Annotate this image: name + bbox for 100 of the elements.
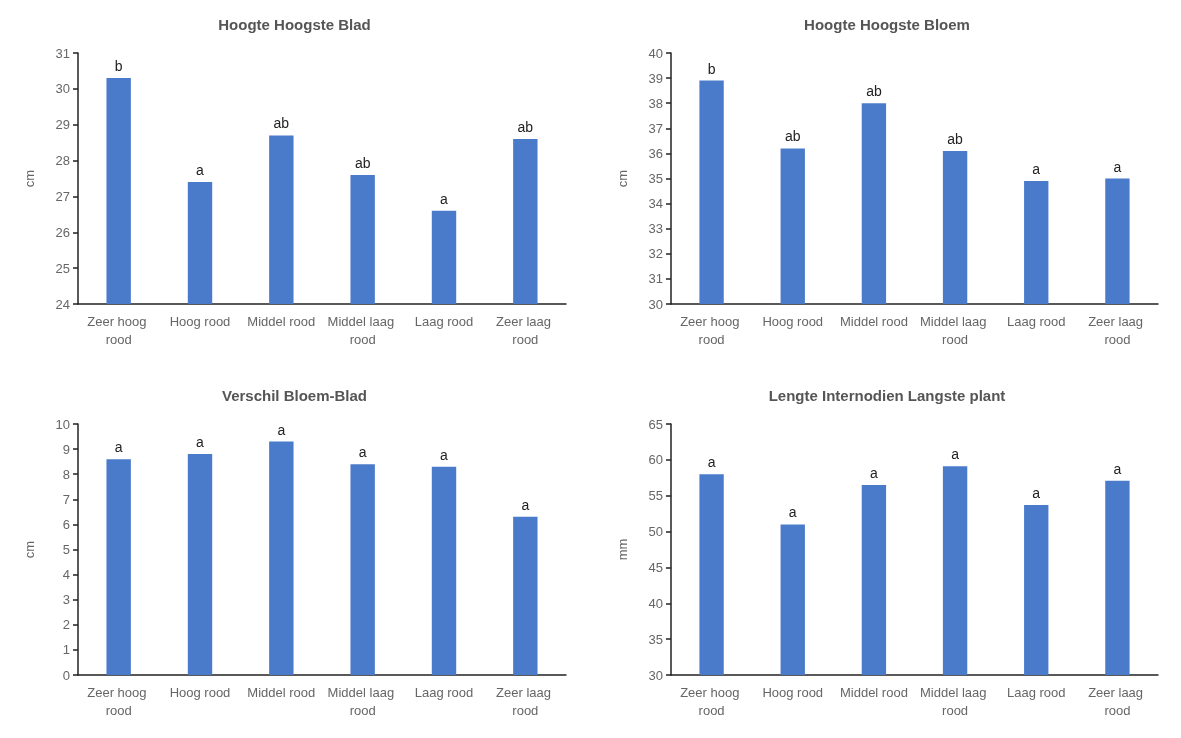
x-tick-label: Middel rood bbox=[247, 313, 316, 329]
x-tick-label: Hoog rood bbox=[762, 684, 824, 700]
data-label: ab bbox=[784, 128, 801, 145]
x-tick-label: Zeer hoog rood bbox=[680, 684, 744, 718]
x-tick-label: Zeer hoog rood bbox=[87, 684, 151, 718]
data-label: ab bbox=[866, 83, 882, 100]
data-label: a bbox=[196, 434, 205, 451]
y-tick-label: 31 bbox=[55, 45, 70, 61]
x-tick-label: Laag rood bbox=[414, 313, 474, 329]
y-tick-label: 26 bbox=[55, 224, 70, 240]
y-tick-label: 4 bbox=[62, 567, 70, 583]
data-label: a bbox=[440, 190, 449, 207]
y-tick-label: 33 bbox=[648, 221, 663, 237]
x-tick-label: Hoog rood bbox=[762, 313, 824, 329]
data-label: ab bbox=[354, 154, 371, 171]
data-label: ab bbox=[947, 130, 964, 147]
x-tick-label: Middel laag rood bbox=[327, 313, 398, 347]
y-axis-title: cm bbox=[22, 540, 37, 559]
y-tick-label: 8 bbox=[62, 466, 70, 482]
y-tick-label: 28 bbox=[55, 153, 70, 169]
x-tick-label: Hoog rood bbox=[169, 684, 231, 700]
x-tick-label: Hoog rood bbox=[169, 313, 231, 329]
data-label: a bbox=[1032, 161, 1041, 178]
data-label: a bbox=[440, 446, 449, 463]
y-tick-label: 3 bbox=[62, 592, 70, 608]
bar bbox=[513, 516, 538, 675]
x-tick-label: Zeer laag rood bbox=[1088, 313, 1147, 347]
y-tick-label: 40 bbox=[648, 595, 663, 611]
x-tick-label: Middel rood bbox=[247, 684, 316, 700]
y-tick-label: 34 bbox=[648, 196, 663, 212]
y-tick-label: 25 bbox=[55, 260, 70, 276]
data-label: a bbox=[521, 496, 530, 513]
x-tick-label: Laag rood bbox=[1006, 684, 1066, 700]
y-axis-title: cm bbox=[22, 169, 37, 188]
x-tick-label: Zeer hoog rood bbox=[680, 313, 744, 347]
y-tick-label: 6 bbox=[62, 516, 70, 532]
data-label: a bbox=[277, 421, 286, 438]
y-tick-label: 45 bbox=[648, 559, 663, 575]
data-label: b bbox=[707, 60, 716, 77]
data-label: a bbox=[1113, 158, 1122, 175]
y-tick-label: 31 bbox=[648, 271, 663, 287]
x-tick-label: Middel rood bbox=[839, 684, 908, 700]
y-tick-label: 65 bbox=[648, 416, 663, 432]
x-tick-label: Zeer laag rood bbox=[496, 684, 555, 718]
x-tick-label: Middel laag rood bbox=[327, 684, 398, 718]
data-label: a bbox=[870, 464, 879, 481]
y-tick-label: 35 bbox=[648, 171, 663, 186]
data-label: ab bbox=[273, 115, 290, 132]
bar bbox=[106, 459, 131, 675]
y-tick-label: 35 bbox=[648, 631, 663, 647]
data-label: a bbox=[1113, 460, 1122, 477]
y-tick-label: 2 bbox=[62, 617, 70, 633]
x-tick-label: Middel laag rood bbox=[920, 313, 991, 347]
x-tick-label: Middel laag rood bbox=[920, 684, 991, 718]
x-tick-label: Zeer hoog rood bbox=[87, 313, 151, 347]
y-tick-label: 60 bbox=[648, 452, 663, 468]
data-label: ab bbox=[517, 119, 534, 136]
y-tick-label: 30 bbox=[648, 667, 663, 683]
chart-title: Hoogte Hoogste Bloem bbox=[804, 16, 970, 33]
y-tick-label: 36 bbox=[648, 145, 663, 161]
data-label: b bbox=[114, 58, 123, 75]
y-tick-label: 55 bbox=[648, 488, 663, 504]
x-tick-label: Middel rood bbox=[839, 313, 908, 329]
y-tick-label: 39 bbox=[648, 70, 663, 86]
y-axis-title: mm bbox=[615, 538, 630, 561]
y-tick-label: 30 bbox=[648, 296, 663, 312]
bar bbox=[431, 466, 457, 675]
bar bbox=[350, 464, 375, 675]
y-tick-label: 40 bbox=[648, 45, 663, 61]
y-tick-label: 5 bbox=[62, 542, 70, 557]
chart-title: Hoogte Hoogste Blad bbox=[218, 16, 371, 33]
data-label: a bbox=[707, 454, 716, 471]
y-tick-label: 0 bbox=[62, 667, 70, 683]
data-label: a bbox=[1032, 485, 1041, 502]
bar bbox=[269, 441, 294, 675]
x-tick-label: Laag rood bbox=[1006, 313, 1066, 329]
bar bbox=[187, 454, 213, 675]
x-tick-label: Zeer laag rood bbox=[496, 313, 555, 347]
y-tick-label: 37 bbox=[648, 120, 663, 136]
y-tick-label: 24 bbox=[55, 296, 70, 312]
data-label: a bbox=[951, 446, 960, 463]
y-axis-title: cm bbox=[615, 169, 630, 188]
y-tick-label: 30 bbox=[55, 81, 70, 97]
data-label: a bbox=[114, 439, 123, 456]
y-tick-label: 7 bbox=[62, 491, 70, 507]
y-tick-label: 27 bbox=[55, 188, 70, 204]
y-tick-label: 29 bbox=[55, 117, 70, 133]
data-label: a bbox=[788, 504, 797, 521]
x-tick-label: Laag rood bbox=[414, 684, 474, 700]
chart-title: Verschil Bloem-Blad bbox=[221, 387, 368, 404]
data-label: a bbox=[358, 444, 367, 461]
y-tick-label: 10 bbox=[55, 416, 70, 432]
y-tick-label: 9 bbox=[62, 441, 70, 457]
data-label: a bbox=[196, 162, 205, 179]
y-tick-label: 50 bbox=[648, 524, 663, 540]
y-tick-label: 32 bbox=[648, 246, 663, 262]
y-tick-label: 1 bbox=[62, 642, 70, 658]
y-tick-label: 38 bbox=[648, 95, 663, 111]
x-tick-label: Zeer laag rood bbox=[1088, 684, 1147, 718]
chart-title: Lengte Internodien Langste plant bbox=[768, 387, 1006, 404]
